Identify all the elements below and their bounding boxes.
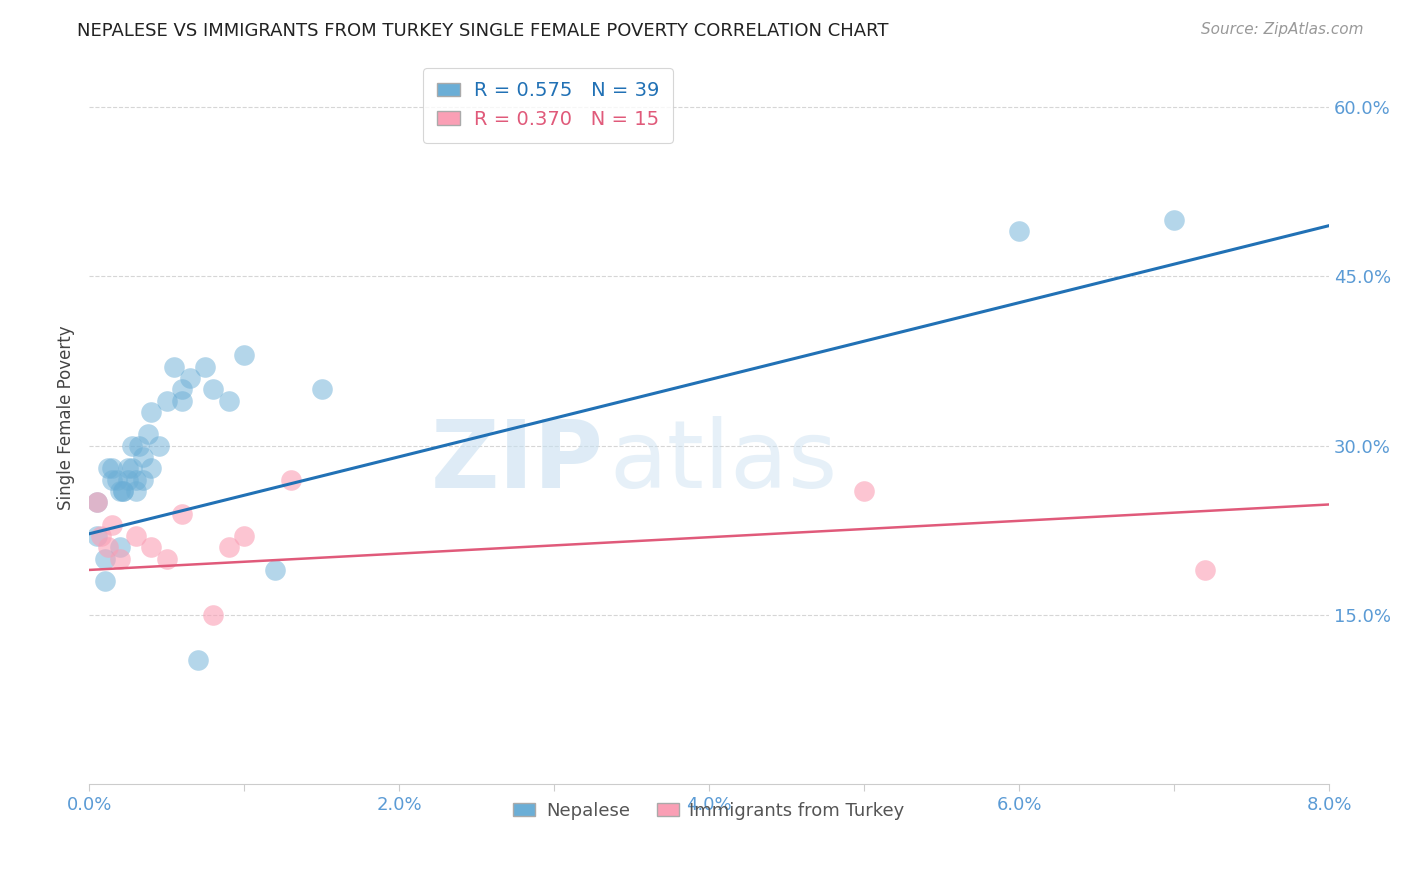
Point	[117, 461, 139, 475]
Point	[97, 541, 120, 555]
Point	[187, 653, 209, 667]
Point	[132, 473, 155, 487]
Point	[132, 450, 155, 464]
Point	[853, 483, 876, 498]
Point	[1163, 213, 1185, 227]
Point	[136, 427, 159, 442]
Point	[194, 359, 217, 374]
Point	[148, 439, 170, 453]
Point	[233, 349, 256, 363]
Point	[86, 495, 108, 509]
Point	[86, 495, 108, 509]
Point	[163, 359, 186, 374]
Point	[101, 461, 124, 475]
Point	[139, 405, 162, 419]
Point	[170, 382, 193, 396]
Point	[97, 461, 120, 475]
Point	[124, 529, 146, 543]
Point	[112, 483, 135, 498]
Point	[121, 461, 143, 475]
Point	[170, 507, 193, 521]
Point	[139, 541, 162, 555]
Point	[90, 529, 112, 543]
Legend: Nepalese, Immigrants from Turkey: Nepalese, Immigrants from Turkey	[506, 794, 912, 827]
Point	[112, 483, 135, 498]
Point	[121, 439, 143, 453]
Point	[264, 563, 287, 577]
Y-axis label: Single Female Poverty: Single Female Poverty	[58, 326, 75, 510]
Point	[105, 473, 128, 487]
Point	[155, 393, 177, 408]
Point	[108, 483, 131, 498]
Point	[1194, 563, 1216, 577]
Text: Source: ZipAtlas.com: Source: ZipAtlas.com	[1201, 22, 1364, 37]
Text: atlas: atlas	[610, 416, 838, 508]
Point	[128, 439, 150, 453]
Point	[124, 473, 146, 487]
Point	[179, 371, 201, 385]
Point	[93, 574, 115, 589]
Point	[108, 541, 131, 555]
Point	[311, 382, 333, 396]
Point	[86, 529, 108, 543]
Point	[93, 551, 115, 566]
Point	[280, 473, 302, 487]
Text: ZIP: ZIP	[430, 416, 603, 508]
Point	[124, 483, 146, 498]
Point	[170, 393, 193, 408]
Point	[155, 551, 177, 566]
Point	[139, 461, 162, 475]
Point	[101, 473, 124, 487]
Point	[202, 608, 225, 623]
Point	[117, 473, 139, 487]
Point	[233, 529, 256, 543]
Point	[1008, 224, 1031, 238]
Point	[218, 393, 240, 408]
Point	[202, 382, 225, 396]
Point	[108, 551, 131, 566]
Point	[101, 517, 124, 532]
Text: NEPALESE VS IMMIGRANTS FROM TURKEY SINGLE FEMALE POVERTY CORRELATION CHART: NEPALESE VS IMMIGRANTS FROM TURKEY SINGL…	[77, 22, 889, 40]
Point	[218, 541, 240, 555]
